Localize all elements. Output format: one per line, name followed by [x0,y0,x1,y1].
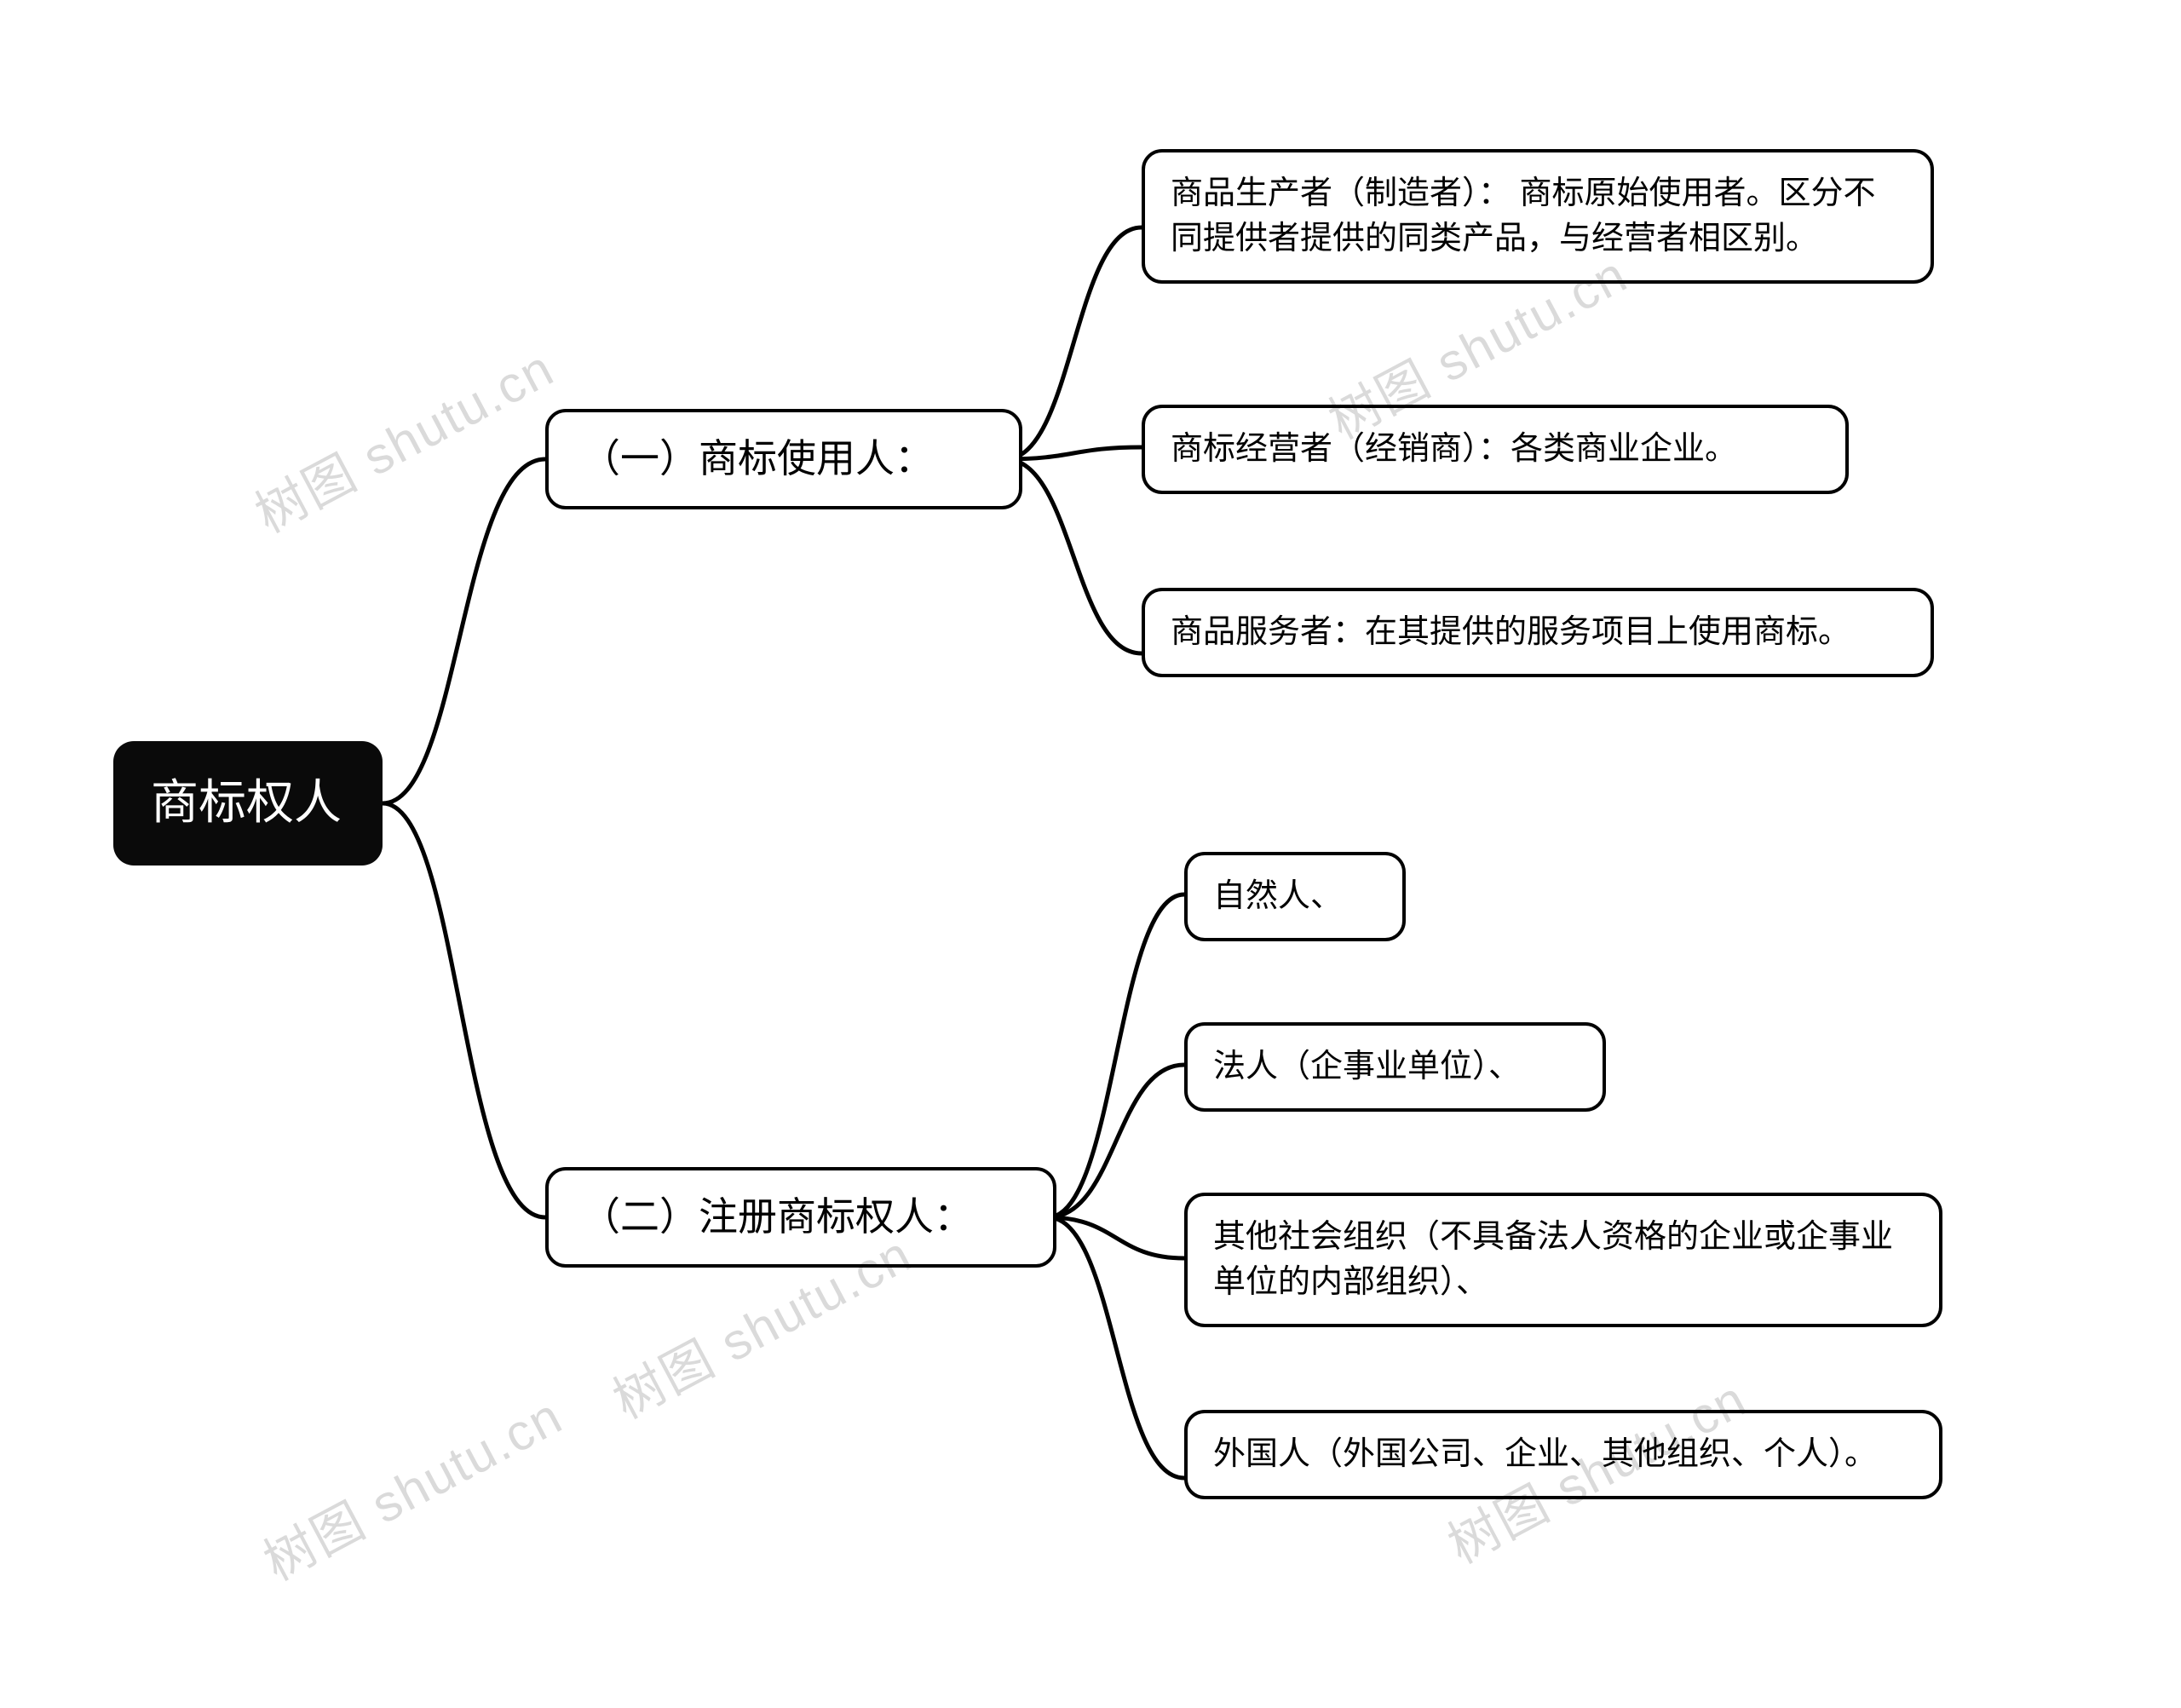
watermark: 树图 shutu.cn [249,1376,573,1596]
leaf-label: 商品服务者：在其提供的服务项目上使用商标。 [1171,614,1850,650]
leaf-label: 商标经营者（经销商）：各类商业企业。 [1171,431,1737,467]
leaf-label: 商品生产者（制造者）： 商标原始使用者。区分不同提供者提供的同类产品，与经营者相… [1171,175,1876,256]
leaf-producer: 商品生产者（制造者）： 商标原始使用者。区分不同提供者提供的同类产品，与经营者相… [1142,149,1934,284]
leaf-other-org: 其他社会组织（不具备法人资格的企业或企事业单位的内部组织）、 [1184,1193,1942,1327]
branch-label: （一）商标使用人： [581,436,934,480]
branch-registered-owners: （二）注册商标权人： [545,1167,1056,1268]
branch-trademark-users: （一）商标使用人： [545,409,1022,509]
leaf-legal-person: 法人（企事业单位）、 [1184,1022,1606,1112]
leaf-label: 法人（企事业单位）、 [1213,1049,1521,1084]
watermark: 树图 shutu.cn [240,328,565,548]
leaf-natural-person: 自然人、 [1184,852,1406,941]
leaf-operator: 商标经营者（经销商）：各类商业企业。 [1142,405,1849,494]
leaf-service-provider: 商品服务者：在其提供的服务项目上使用商标。 [1142,588,1934,677]
leaf-label: 自然人、 [1213,878,1343,914]
leaf-label: 其他社会组织（不具备法人资格的企业或企事业单位的内部组织）、 [1213,1219,1893,1300]
branch-label: （二）注册商标权人： [581,1194,973,1239]
leaf-label: 外国人（外国公司、企业、其他组织、个人）。 [1213,1436,1877,1472]
root-node: 商标权人 [113,741,383,866]
root-label: 商标权人 [151,775,342,829]
leaf-foreigner: 外国人（外国公司、企业、其他组织、个人）。 [1184,1410,1942,1499]
